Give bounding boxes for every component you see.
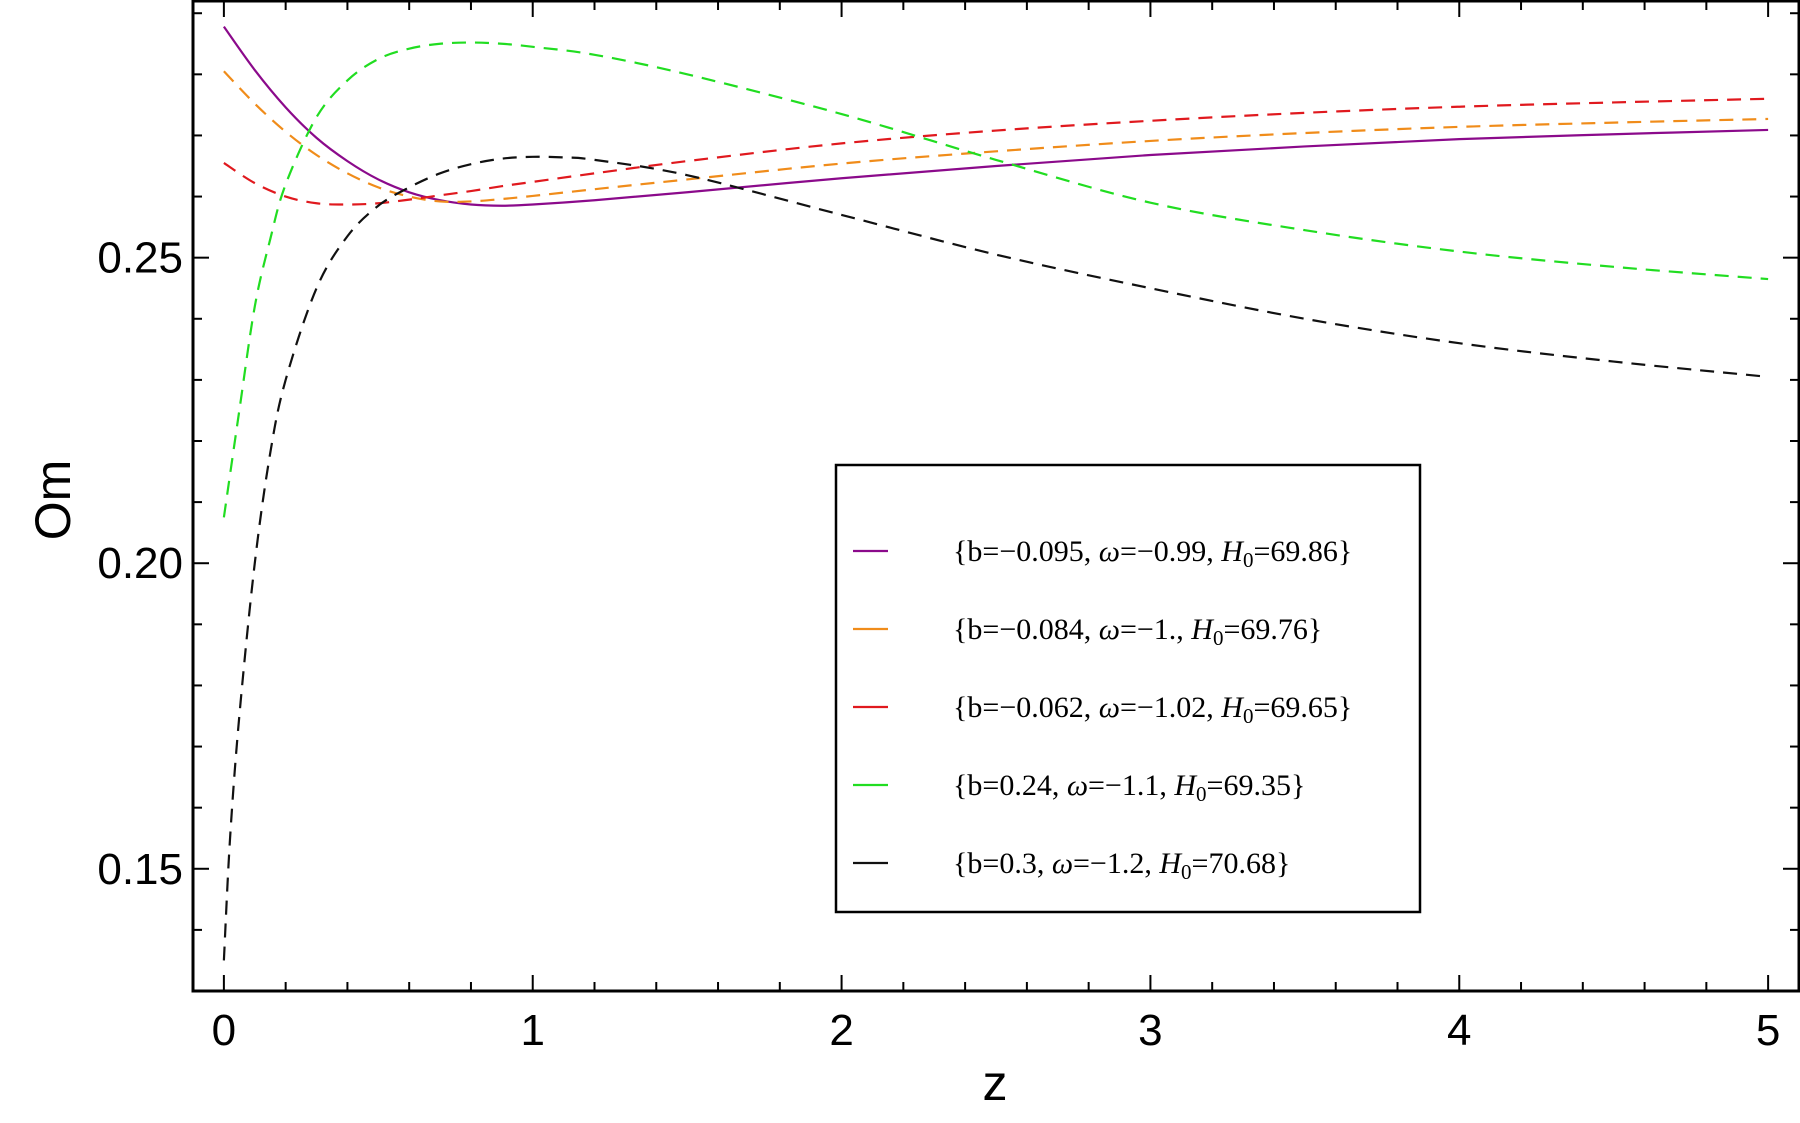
legend-entry-label: {b=−0.062, ω=−1.02, H0=69.65}	[953, 691, 1352, 728]
legend: {b=−0.095, ω=−0.99, H0=69.86} {b=−0.084, …	[834, 463, 1422, 914]
x-tick-label: 4	[1447, 1006, 1471, 1055]
legend-entry-label: {b=−0.084, ω=−1., H0=69.76}	[953, 613, 1322, 650]
series-line-3	[223, 97, 1769, 206]
legend-box	[834, 463, 1422, 914]
legend-entry-label: {b=−0.095, ω=−0.99, H0=69.86}	[953, 535, 1352, 572]
x-tick-label: 5	[1756, 1006, 1780, 1055]
series-line-1	[222, 26, 1769, 207]
legend-entry-label: {b=0.3, ω=−1.2, H0=70.68}	[953, 847, 1290, 884]
ticks-layer: 0 1 2 3 4 5 0.15 0.20 0.25	[97, 1, 1799, 1055]
series-line-5	[222, 155, 1769, 961]
x-axis-title: z	[983, 1055, 1008, 1111]
y-axis-title: Om	[25, 460, 81, 541]
x-tick-label: 0	[212, 1006, 236, 1055]
series-line-2	[223, 70, 1769, 204]
y-tick-label: 0.20	[97, 539, 183, 588]
y-tick-label: 0.25	[97, 234, 183, 283]
x-tick-label: 2	[829, 1006, 853, 1055]
series-layer	[222, 26, 1769, 961]
y-tick-label: 0.15	[97, 845, 183, 894]
x-tick-label: 3	[1138, 1006, 1162, 1055]
series-line-4	[222, 41, 1769, 518]
x-tick-label: 1	[520, 1006, 544, 1055]
legend-entry-label: {b=0.24, ω=−1.1, H0=69.35}	[953, 769, 1305, 806]
plot-frame	[191, 0, 1800, 993]
